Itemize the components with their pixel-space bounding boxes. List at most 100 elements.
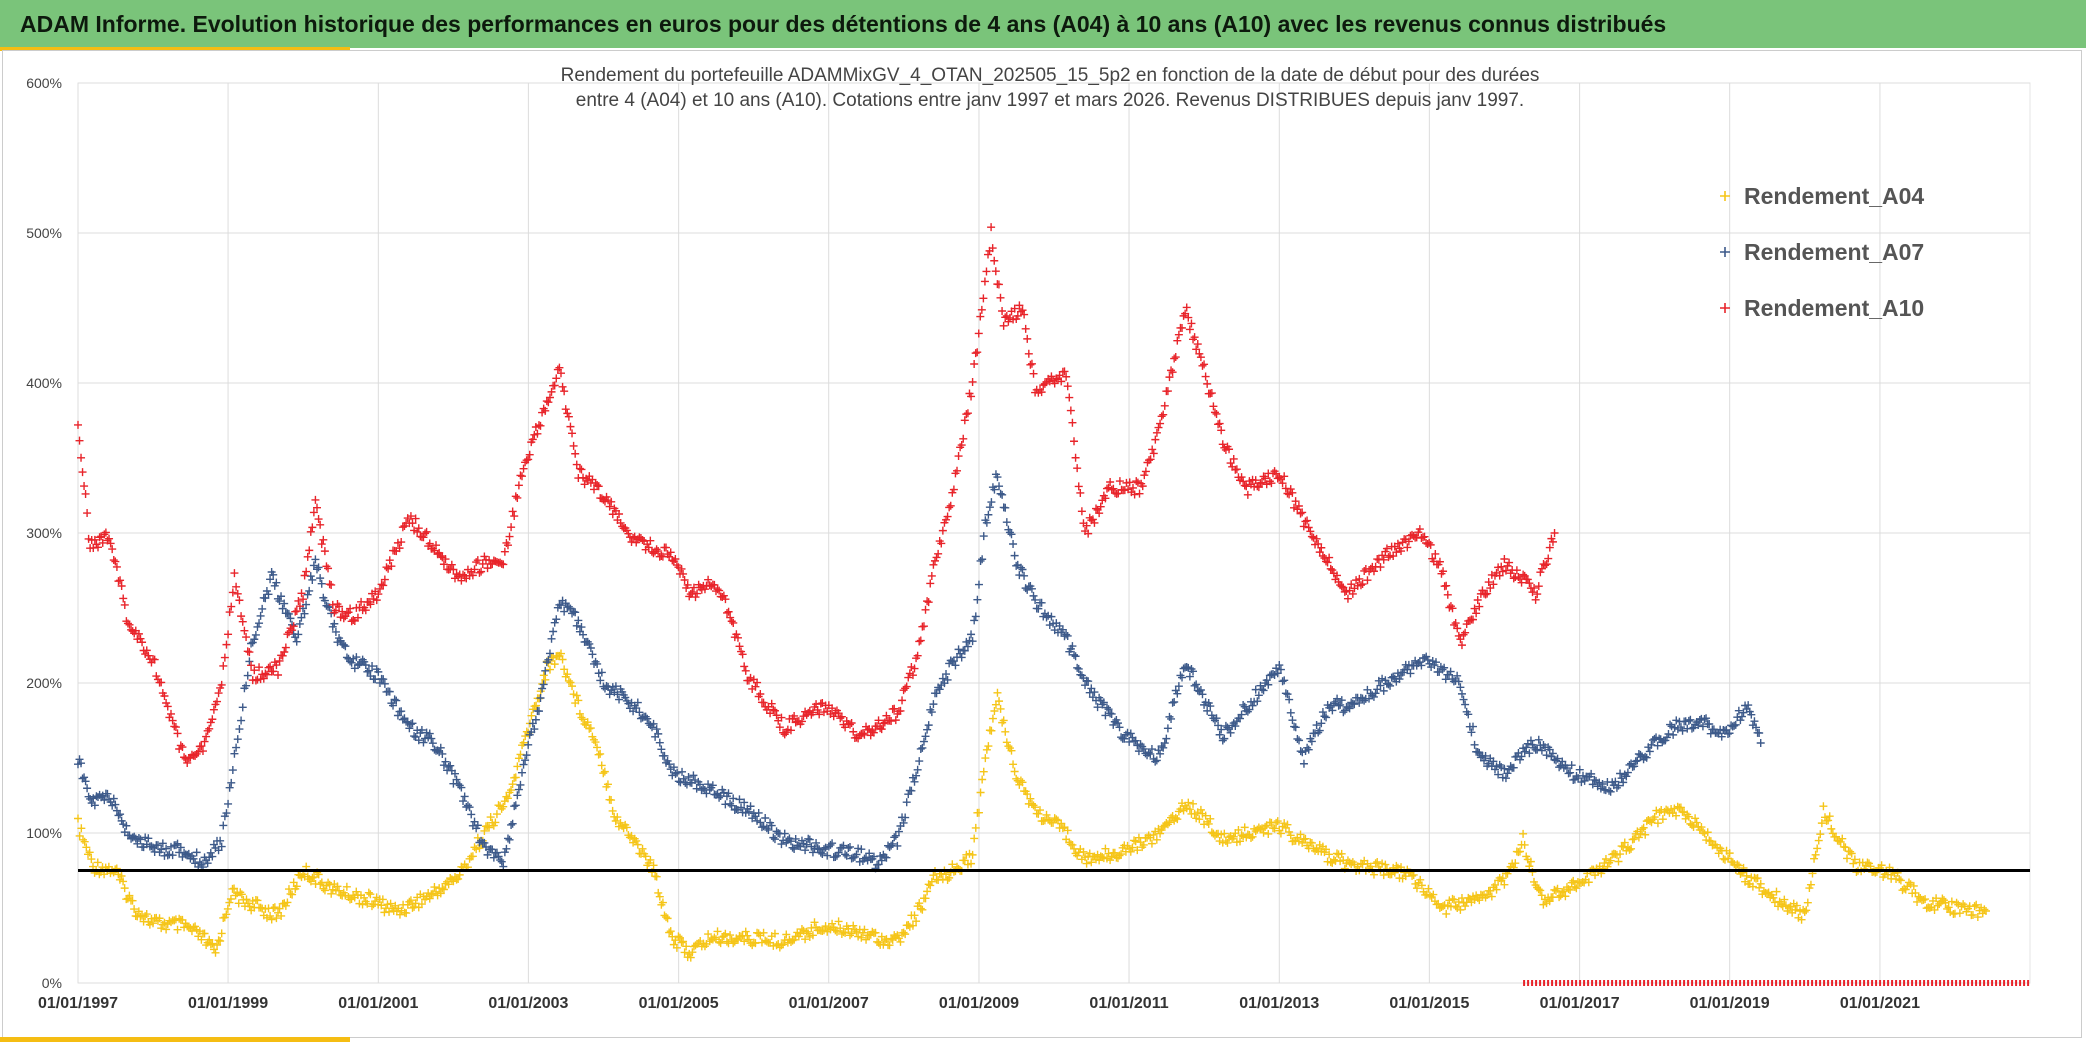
- marker-Rendement_A04: [1451, 902, 1460, 911]
- marker-Rendement_A10: [342, 609, 351, 618]
- marker-Rendement_A10: [1296, 509, 1305, 518]
- marker-Rendement_A10: [1261, 474, 1270, 483]
- marker-Rendement_A07: [400, 714, 409, 723]
- marker-Rendement_A10: [1171, 353, 1180, 362]
- marker-Rendement_A07: [652, 725, 661, 734]
- marker-Rendement_A10: [1077, 507, 1086, 516]
- marker-Rendement_A07: [1290, 722, 1299, 731]
- marker-Rendement_A04: [342, 882, 351, 891]
- marker-Rendement_A04: [367, 902, 376, 911]
- marker-Rendement_A07: [1113, 719, 1122, 728]
- marker-Rendement_A10: [566, 422, 575, 431]
- marker-Rendement_A07: [910, 777, 919, 786]
- marker-Rendement_A04: [613, 813, 622, 822]
- marker-Rendement_A04: [142, 910, 151, 919]
- marker-Rendement_A07: [1503, 769, 1512, 778]
- marker-Rendement_A07: [1334, 701, 1343, 710]
- marker-Rendement_A10: [1148, 445, 1157, 454]
- marker-Rendement_A07: [1517, 752, 1526, 761]
- marker-Rendement_A07: [842, 851, 851, 860]
- marker-Rendement_A07: [735, 795, 744, 804]
- marker-Rendement_A04: [79, 835, 88, 844]
- marker-Rendement_A04: [1526, 857, 1535, 866]
- marker-Rendement_A10: [328, 600, 337, 609]
- marker-Rendement_A10: [677, 564, 686, 573]
- marker-Rendement_A04: [1785, 903, 1794, 912]
- marker-Rendement_A10: [960, 416, 969, 425]
- marker-Rendement_A04: [1007, 746, 1016, 755]
- marker-Rendement_A04: [245, 902, 254, 911]
- marker-Rendement_A07: [1431, 658, 1440, 667]
- marker-Rendement_A07: [277, 592, 286, 601]
- marker-Rendement_A10: [1070, 437, 1079, 446]
- marker-Rendement_A07: [1526, 736, 1535, 745]
- marker-Rendement_A04: [292, 882, 301, 891]
- marker-Rendement_A10: [1178, 323, 1187, 332]
- marker-Rendement_A07: [402, 717, 411, 726]
- marker-Rendement_A04: [217, 929, 226, 938]
- marker-Rendement_A10: [1325, 553, 1334, 562]
- marker-Rendement_A04: [1296, 830, 1305, 839]
- marker-Rendement_A10: [508, 507, 517, 516]
- marker-Rendement_A07: [1031, 595, 1040, 604]
- marker-Rendement_A04: [721, 929, 730, 938]
- marker-Rendement_A10: [191, 751, 200, 760]
- marker-Rendement_A04: [519, 738, 528, 747]
- marker-Rendement_A07: [1131, 736, 1140, 745]
- marker-Rendement_A04: [1972, 900, 1981, 909]
- marker-Rendement_A04: [1196, 805, 1205, 814]
- marker-Rendement_A10: [478, 559, 487, 568]
- marker-Rendement_A07: [534, 707, 543, 716]
- marker-Rendement_A07: [1159, 743, 1168, 752]
- marker-Rendement_A07: [480, 838, 489, 847]
- marker-Rendement_A10: [1200, 360, 1209, 369]
- marker-Rendement_A10: [447, 560, 456, 569]
- marker-Rendement_A10: [974, 329, 983, 338]
- marker-Rendement_A07: [708, 781, 717, 790]
- marker-Rendement_A10: [953, 466, 962, 475]
- marker-Rendement_A04: [1634, 833, 1643, 842]
- legend-marker: [1720, 303, 1730, 313]
- marker-Rendement_A07: [1285, 695, 1294, 704]
- marker-Rendement_A04: [1325, 850, 1334, 859]
- marker-Rendement_A10: [1525, 579, 1534, 588]
- marker-Rendement_A04: [310, 873, 319, 882]
- marker-Rendement_A07: [1203, 706, 1212, 715]
- marker-Rendement_A07: [547, 634, 556, 643]
- marker-Rendement_A07: [1068, 642, 1077, 651]
- marker-Rendement_A07: [1694, 721, 1703, 730]
- marker-Rendement_A10: [569, 441, 578, 450]
- marker-Rendement_A04: [901, 930, 910, 939]
- marker-Rendement_A10: [590, 485, 599, 494]
- marker-Rendement_A07: [924, 721, 933, 730]
- marker-Rendement_A04: [585, 724, 594, 733]
- marker-Rendement_A07: [762, 824, 771, 833]
- marker-Rendement_A04: [1849, 859, 1858, 868]
- marker-Rendement_A04: [1018, 778, 1027, 787]
- report-title: ADAM Informe. Evolution historique des p…: [20, 10, 1667, 37]
- marker-Rendement_A10: [382, 563, 391, 572]
- marker-Rendement_A10: [312, 503, 321, 512]
- marker-Rendement_A04: [976, 788, 985, 797]
- marker-Rendement_A10: [305, 546, 314, 555]
- marker-Rendement_A04: [943, 875, 952, 884]
- marker-Rendement_A07: [1126, 729, 1135, 738]
- marker-Rendement_A07: [1619, 778, 1628, 787]
- marker-Rendement_A10: [772, 711, 781, 720]
- marker-Rendement_A07: [767, 821, 776, 830]
- marker-Rendement_A10: [534, 421, 543, 430]
- marker-Rendement_A07: [522, 751, 531, 760]
- marker-Rendement_A07: [1215, 730, 1224, 739]
- marker-Rendement_A10: [317, 540, 326, 549]
- marker-Rendement_A10: [1484, 578, 1493, 587]
- marker-Rendement_A10: [511, 492, 520, 501]
- marker-Rendement_A07: [171, 841, 180, 850]
- marker-Rendement_A07: [1440, 663, 1449, 672]
- chart-title-line1: Rendement du portefeuille ADAMMixGV_4_OT…: [561, 65, 1540, 86]
- marker-Rendement_A04: [810, 918, 819, 927]
- marker-Rendement_A04: [1152, 835, 1161, 844]
- marker-Rendement_A07: [153, 841, 162, 850]
- marker-Rendement_A07: [669, 763, 678, 772]
- marker-Rendement_A07: [550, 618, 559, 627]
- marker-Rendement_A10: [1435, 557, 1444, 566]
